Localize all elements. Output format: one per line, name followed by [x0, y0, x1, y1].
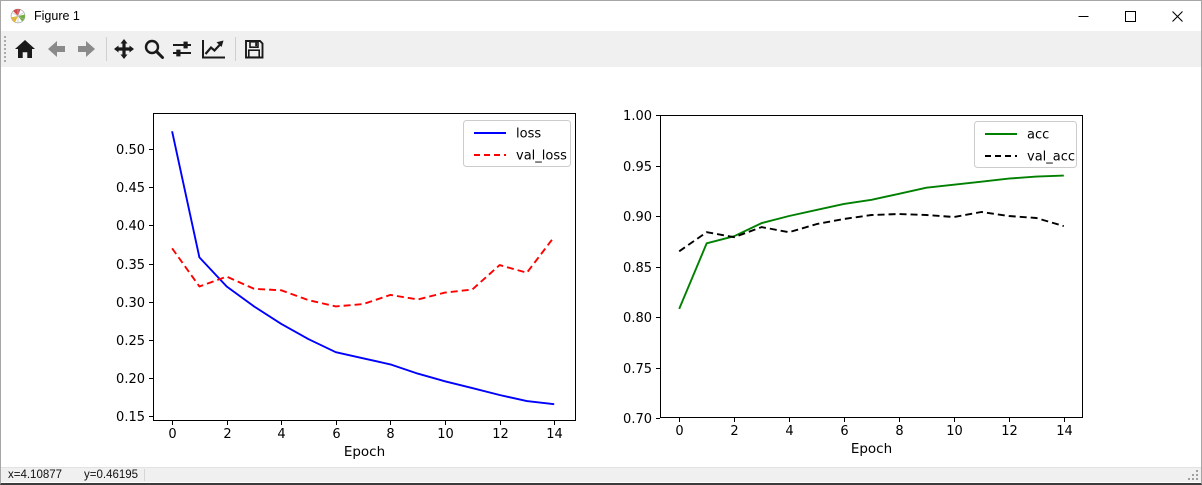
matplotlib-logo-icon [10, 8, 26, 24]
loss-chart-series-loss [171, 131, 555, 406]
legend-label-acc: acc [1027, 128, 1049, 143]
y-tick-label: 0.35 [116, 258, 145, 273]
legend-box [463, 120, 571, 167]
figure-canvas[interactable]: 0 2 4 6 8 10 12 14 0.15 0.20 0.25 0.30 0.35 0.40 0.45 0… [1, 67, 1201, 467]
x-tick-label: 12 [492, 427, 509, 442]
plots-svg: 0 2 4 6 8 10 12 14 0.15 0.20 0.25 0.30 0.35 0.40 0.45 0… [116, 109, 1083, 461]
toolbar [1, 31, 1201, 67]
toolbar-save-button[interactable] [240, 35, 268, 63]
y-tick-label: 0.45 [116, 181, 145, 196]
accuracy-chart-xlabel: Epoch [851, 441, 892, 457]
y-tick-label: 0.90 [623, 210, 652, 225]
resize-grip-icon[interactable] [1188, 470, 1199, 481]
toolbar-separator [106, 37, 107, 61]
x-tick-label: 0 [675, 424, 683, 439]
x-tick-label: 6 [840, 424, 848, 439]
y-tick-label: 0.75 [623, 362, 652, 377]
forward-arrow-icon [78, 41, 95, 57]
cursor-y-readout: y=0.46195 [84, 469, 139, 481]
loss-chart-plot-area[interactable] [153, 113, 576, 421]
home-icon [15, 40, 35, 58]
back-arrow-icon [48, 41, 65, 57]
toolbar-separator [235, 37, 236, 61]
minimize-icon [1078, 15, 1089, 17]
close-button[interactable] [1154, 1, 1201, 31]
y-tick-label: 0.30 [116, 296, 145, 311]
x-tick-label: 2 [223, 427, 231, 442]
x-tick-label: 8 [895, 424, 903, 439]
statusbar-separator [144, 469, 145, 481]
x-tick-label: 10 [946, 424, 963, 439]
x-tick-label: 14 [1056, 424, 1073, 439]
toolbar-configure-subplots-button[interactable] [168, 35, 196, 63]
x-tick-label: 0 [168, 427, 176, 442]
toolbar-edit-parameters-button[interactable] [197, 35, 229, 63]
x-tick-label: 4 [785, 424, 793, 439]
accuracy-chart-series-val_acc [678, 211, 1065, 253]
titlebar[interactable]: Figure 1 [1, 1, 1201, 31]
loss-chart-series-val_loss [171, 236, 555, 308]
y-tick-label: 0.20 [116, 372, 145, 387]
legend-label-val_acc: val_acc [1027, 150, 1075, 165]
close-icon [1172, 10, 1183, 22]
toolbar-forward-button[interactable] [73, 35, 101, 63]
x-tick-label: 10 [437, 427, 454, 442]
x-tick-label: 6 [332, 427, 340, 442]
legend-label-loss: loss [516, 127, 541, 142]
y-tick-label: 0.25 [116, 334, 145, 349]
toolbar-back-button[interactable] [42, 35, 70, 63]
zoom-magnifier-icon [144, 39, 164, 59]
cursor-x-readout: x=4.10877 [8, 469, 63, 481]
toolbar-grip[interactable] [4, 36, 7, 62]
maximize-icon [1125, 10, 1136, 22]
accuracy-chart-legend: acc val_acc [974, 121, 1077, 168]
y-tick-label: 1.00 [623, 109, 652, 124]
toolbar-home-button[interactable] [11, 35, 39, 63]
loss-chart-xlabel: Epoch [344, 444, 385, 460]
accuracy-chart-plot-area[interactable] [660, 115, 1083, 418]
x-tick-label: 12 [1001, 424, 1018, 439]
x-tick-label: 14 [546, 427, 563, 442]
curve-options-icon [202, 40, 225, 59]
save-floppy-icon [245, 40, 264, 59]
minimize-button[interactable] [1060, 1, 1107, 31]
legend-label-val_loss: val_loss [516, 149, 567, 164]
window-controls [1060, 1, 1201, 31]
y-tick-label: 0.70 [623, 412, 652, 427]
loss-chart[interactable]: 0 2 4 6 8 10 12 14 0.15 0.20 0.25 0.30 0.35 0.40 0.45 0… [116, 113, 576, 461]
y-tick-label: 0.15 [116, 410, 145, 425]
loss-chart-legend: loss val_loss [463, 120, 571, 167]
statusbar: x=4.10877 y=0.46195 [1, 467, 1201, 482]
maximize-button[interactable] [1107, 1, 1154, 31]
x-tick-label: 8 [386, 427, 394, 442]
sliders-icon [173, 41, 191, 57]
y-tick-label: 0.50 [116, 143, 145, 158]
accuracy-chart[interactable]: 0 2 4 6 8 10 12 14 0.70 0.75 0.80 0.85 0.90 0.95 1.00 E… [623, 109, 1083, 457]
y-tick-label: 0.80 [623, 311, 652, 326]
x-tick-label: 2 [730, 424, 738, 439]
pan-arrows-icon [114, 39, 134, 59]
accuracy-chart-series-acc [678, 174, 1064, 310]
toolbar-zoom-button[interactable] [140, 35, 168, 63]
toolbar-pan-button[interactable] [110, 35, 138, 63]
y-tick-label: 0.40 [116, 219, 145, 234]
window-title: Figure 1 [34, 9, 80, 23]
x-tick-label: 4 [277, 427, 285, 442]
y-tick-label: 0.85 [623, 261, 652, 276]
y-tick-label: 0.95 [623, 160, 652, 175]
